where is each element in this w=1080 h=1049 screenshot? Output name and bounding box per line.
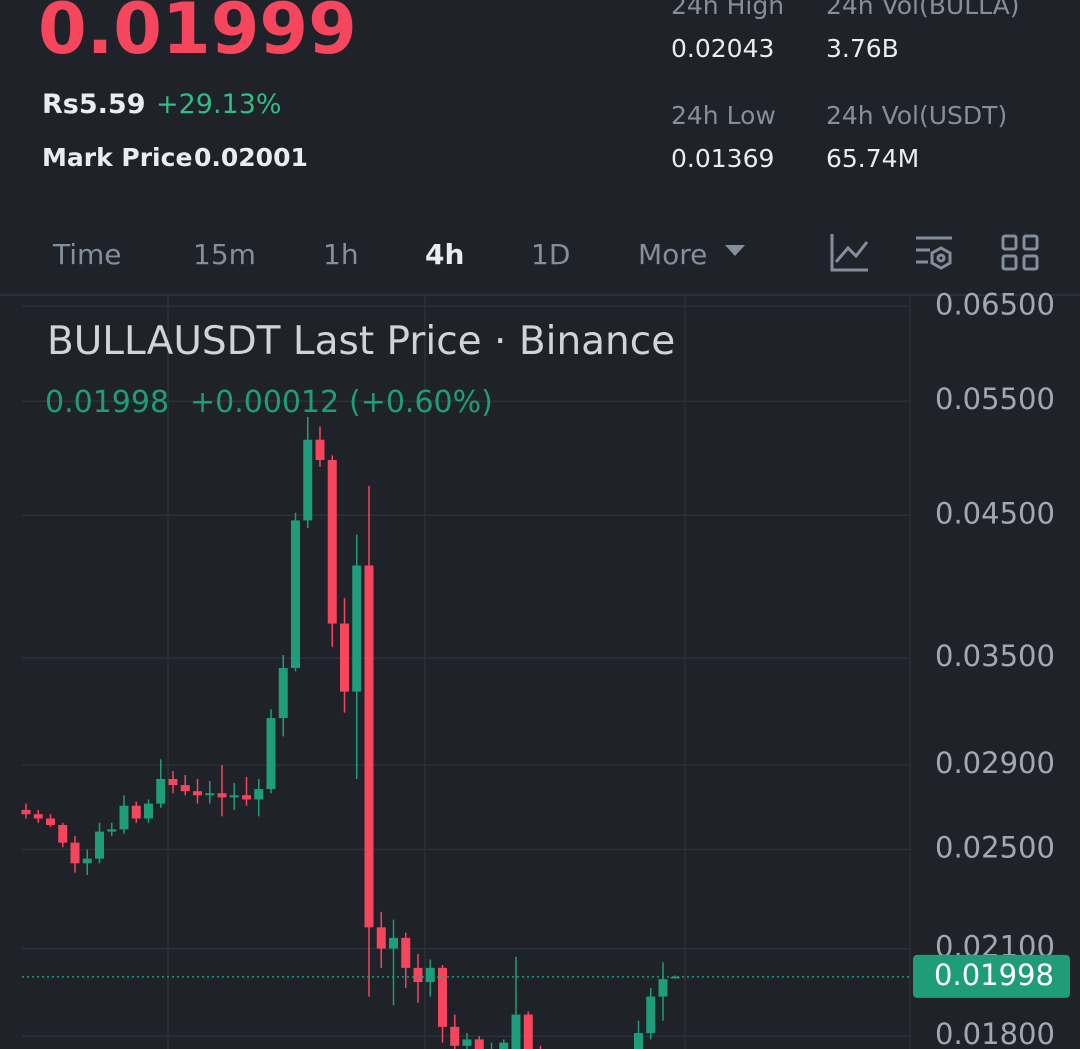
candle-body	[229, 795, 239, 798]
candle-body	[131, 805, 141, 819]
candle-body	[352, 565, 362, 692]
candle-body	[254, 789, 264, 800]
candle-body	[523, 1014, 533, 1049]
last-price-box	[913, 954, 1070, 998]
tab[interactable]: 15m	[193, 238, 256, 271]
y-tick-label: 0.06500	[935, 287, 1055, 321]
candle-body	[327, 459, 337, 624]
candle-body	[144, 803, 153, 819]
candle-body	[315, 439, 325, 460]
fiat-price: Rs5.59	[42, 89, 145, 120]
candle-body	[205, 793, 215, 796]
candle-body	[340, 623, 349, 692]
candle-body	[413, 967, 423, 983]
candles	[21, 416, 910, 1049]
candle-body	[450, 1026, 460, 1046]
candle-body	[438, 967, 447, 1027]
tab[interactable]: 1h	[323, 238, 359, 271]
settings-icon[interactable]	[916, 236, 952, 270]
stat-label: 24h High	[671, 0, 784, 20]
candle-body	[82, 858, 92, 864]
candle-body	[46, 818, 55, 825]
y-tick-label: 0.02500	[935, 830, 1055, 864]
candle-body	[278, 668, 288, 719]
stat-value: 3.76B	[826, 34, 899, 63]
last-price: 0.01999	[38, 0, 357, 70]
stat-label: 24h Vol(USDT)	[826, 101, 1007, 130]
price-grid	[22, 305, 910, 1037]
legend-change: +0.00012	[190, 385, 339, 420]
candle-body	[670, 976, 680, 979]
y-tick-label: 0.01800	[935, 1017, 1055, 1049]
stat-value: 0.02043	[671, 34, 774, 63]
candle-body	[303, 439, 313, 521]
mark-price: 0.02001	[194, 143, 308, 172]
candle-body	[291, 520, 300, 669]
candle-body	[499, 1042, 509, 1049]
y-tick-label: 0.02900	[935, 746, 1055, 780]
tab-more[interactable]: More	[638, 238, 707, 271]
candle-body	[474, 1039, 484, 1049]
candle-body	[21, 809, 31, 815]
candle-body	[266, 718, 276, 790]
price-axis: 0.06500 0.05500 0.04500 0.03500 0.02900 0.025…	[913, 287, 1070, 1049]
stat-value: 65.74M	[826, 144, 919, 173]
candle-body	[193, 791, 202, 796]
candle-body	[401, 937, 411, 968]
candle-body	[180, 785, 190, 792]
candle-body	[376, 927, 386, 949]
indicator-icon[interactable]	[830, 234, 869, 272]
candle-body	[107, 829, 117, 832]
time-grid	[167, 295, 911, 1049]
candle-body	[364, 565, 374, 928]
candle-body	[646, 996, 656, 1034]
candle-body	[70, 842, 80, 864]
legend-change-pct: (+0.60%)	[349, 385, 493, 420]
y-tick-label: 0.04500	[935, 496, 1055, 530]
candle-body	[156, 778, 166, 804]
chart-title: BULLAUSDT Last Price · Binance	[47, 319, 675, 364]
y-tick-label: 0.03500	[935, 639, 1055, 673]
dropdown-arrow	[725, 245, 745, 256]
layout-icon[interactable]	[1001, 234, 1039, 271]
tab[interactable]: 1D	[531, 238, 570, 271]
stat-label: 24h Low	[671, 101, 776, 130]
candle-body	[389, 937, 398, 949]
candle-body	[242, 795, 251, 800]
y-tick-label: 0.05500	[935, 382, 1055, 416]
stat-label: 24h Vol(BULLA)	[826, 0, 1020, 20]
candle-body	[95, 831, 104, 859]
mark-price-label: Mark Price	[42, 143, 192, 172]
candle-body	[634, 1033, 643, 1049]
candle-body	[168, 778, 178, 786]
candle-body	[217, 793, 227, 798]
candle-body	[658, 979, 668, 997]
tab-active[interactable]: 4h	[425, 238, 464, 271]
stat-value: 0.01369	[671, 144, 774, 173]
candle-body	[119, 805, 129, 830]
candle-body	[511, 1014, 521, 1049]
candle-body	[33, 814, 43, 819]
price-change: +29.13%	[156, 89, 282, 120]
last-price-label: 0.01998	[934, 958, 1054, 992]
tab[interactable]: Time	[52, 238, 122, 271]
candle-body	[462, 1039, 472, 1046]
candle-body	[58, 824, 68, 843]
legend-price: 0.01998	[45, 385, 169, 420]
candle-body	[425, 967, 435, 983]
